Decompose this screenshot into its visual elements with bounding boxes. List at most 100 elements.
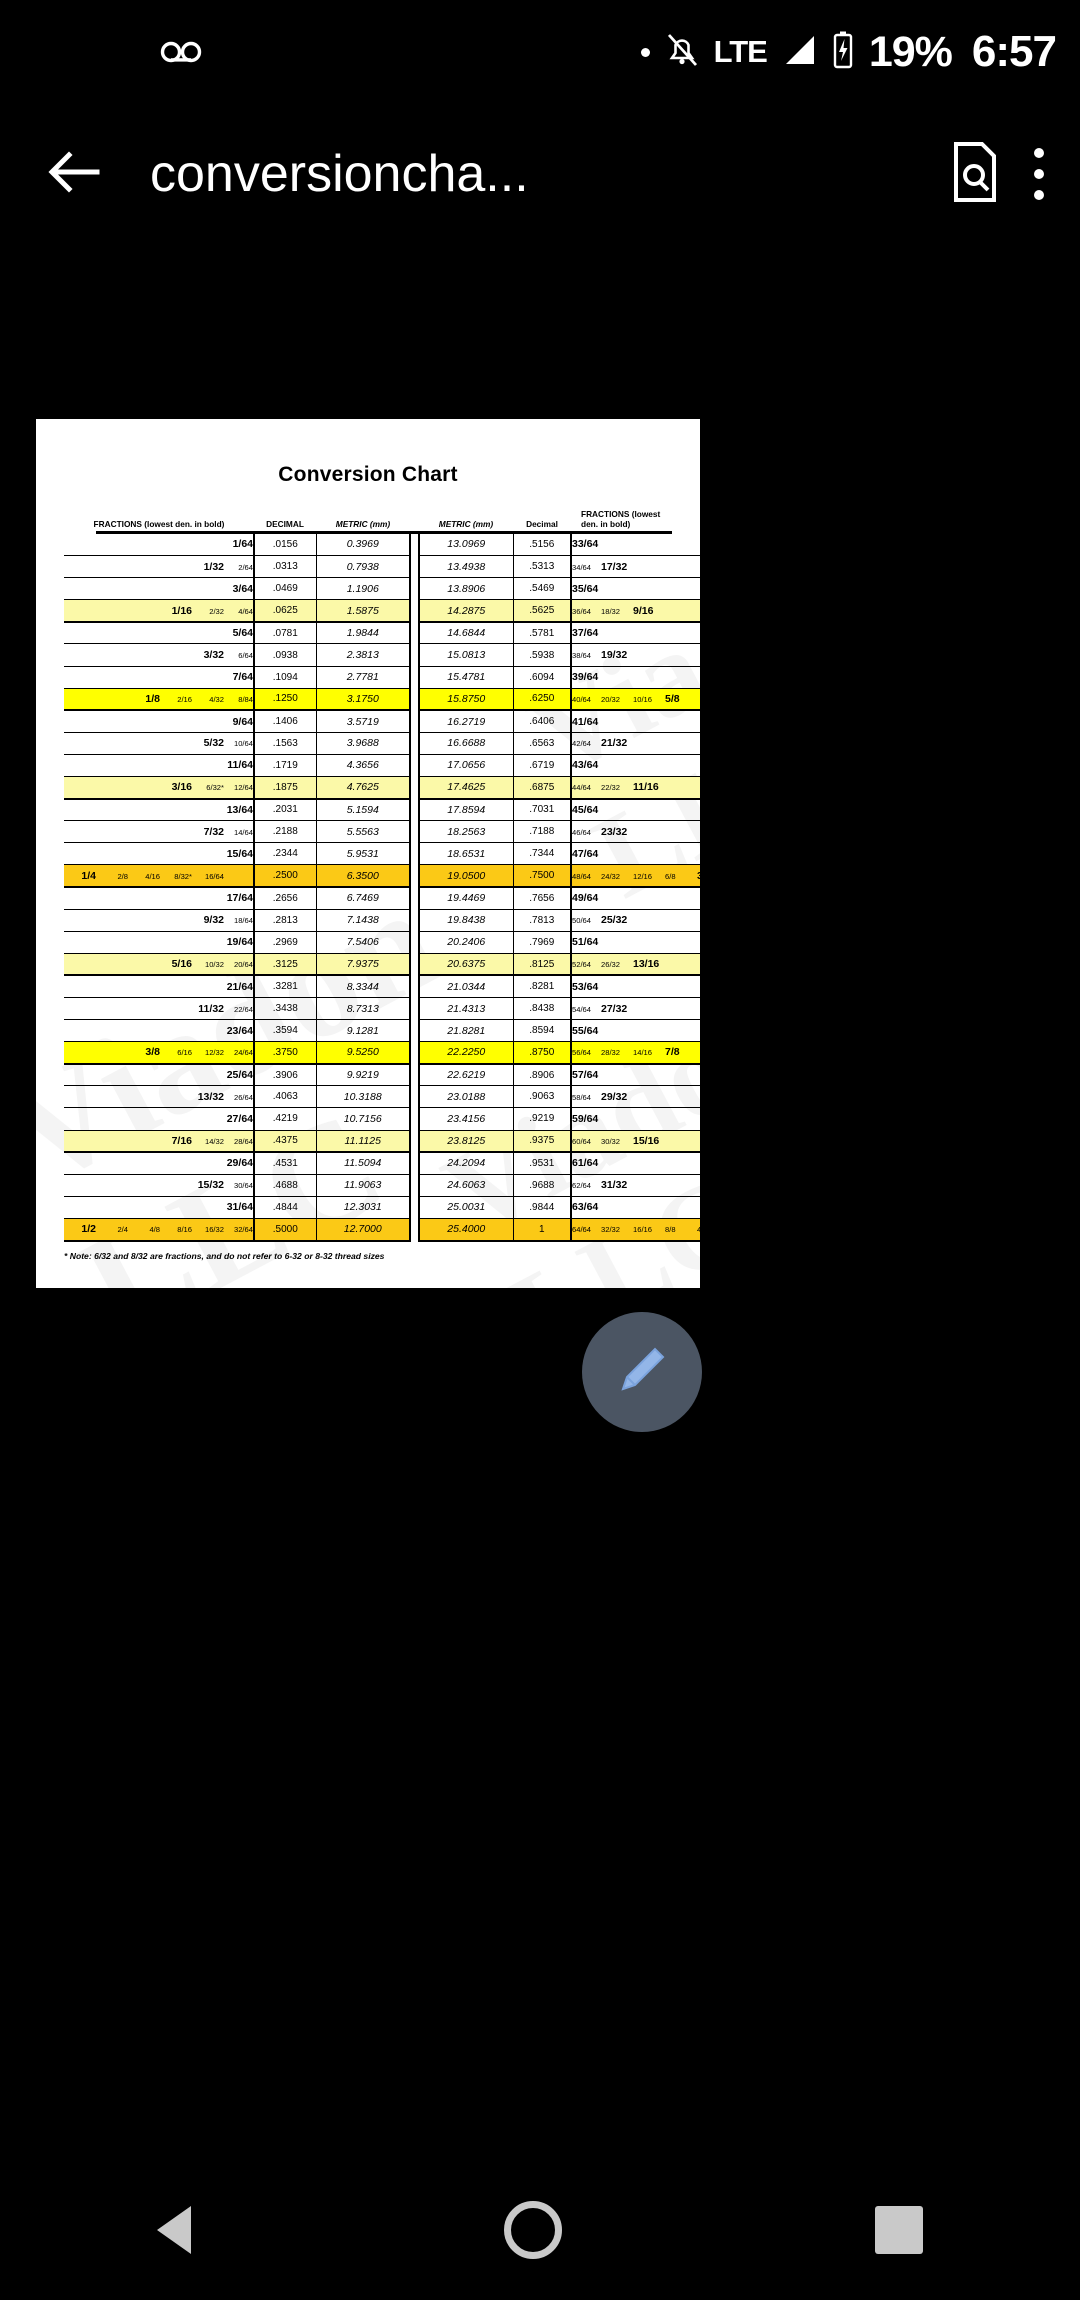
nav-home-circle-icon[interactable] <box>503 2201 562 2259</box>
fraction-cell-left <box>192 931 224 954</box>
fraction-cell-left: 4/16 <box>128 864 160 889</box>
table-row: 3/8 6/16 12/32 24/64.3750 9.5250 22.2250.8750… <box>64 1041 700 1065</box>
fraction-cell-right <box>697 931 700 954</box>
decimal-cell-left: .2969 <box>253 931 317 954</box>
fraction-cell-left: 1/32 <box>192 555 224 579</box>
table-row: 5/64.0781 1.9844 14.6844.5781 37/64 <box>64 621 700 645</box>
edit-fab-button[interactable] <box>582 1312 702 1432</box>
decimal-cell-right: .9531 <box>513 1152 572 1175</box>
fraction-cell-left <box>160 1019 192 1043</box>
decimal-cell-right: .7344 <box>513 842 572 866</box>
metric-cell-left: 2.7781 <box>316 666 411 689</box>
decimal-cell-left: .4531 <box>253 1152 317 1175</box>
fraction-cell-right <box>633 798 665 822</box>
decimal-cell-right: .7500 <box>513 864 572 889</box>
fraction-cell-left <box>96 1196 128 1219</box>
fraction-cell-right <box>633 533 665 557</box>
fraction-cell-right <box>697 997 700 1021</box>
fraction-cell-left: 12/64 <box>224 776 254 800</box>
fraction-cell-left <box>64 776 96 800</box>
fraction-cell-left: 1/64 <box>224 533 254 557</box>
fraction-cell-left <box>160 1085 192 1109</box>
fraction-cell-left <box>128 1174 160 1197</box>
column-spacer <box>410 555 419 578</box>
fraction-cell-left <box>64 953 96 977</box>
metric-cell-left: 4.3656 <box>316 754 411 778</box>
fraction-cell-left <box>192 975 224 998</box>
fraction-cell-right <box>601 1152 633 1175</box>
fraction-cell-right <box>601 1196 633 1219</box>
bell-off-icon <box>664 30 700 75</box>
metric-cell-left: 12.7000 <box>316 1218 411 1242</box>
fraction-cell-right: 53/64 <box>571 975 601 998</box>
fraction-cell-right <box>633 710 665 733</box>
status-bar: LTE 19% 6:57 <box>0 0 1080 104</box>
metric-cell-left: 5.5563 <box>316 820 411 844</box>
metric-cell-left: 8.7313 <box>316 997 411 1021</box>
fraction-cell-left <box>160 643 192 667</box>
fraction-cell-right: 50/64 <box>571 909 601 932</box>
fraction-cell-right <box>697 621 700 645</box>
fraction-cell-right: 33/64 <box>571 533 601 557</box>
fraction-cell-left <box>128 953 160 977</box>
fraction-cell-left <box>192 1107 224 1131</box>
column-spacer <box>410 1218 419 1241</box>
fraction-cell-right <box>697 820 700 844</box>
fraction-cell-left <box>96 776 128 800</box>
conversion-table: 1/64.0156 0.3969 13.0969.5156 33/64 1/32 2/64… <box>64 533 700 1242</box>
table-row: 17/64.2656 6.7469 19.4469.7656 49/64 <box>64 887 700 910</box>
fraction-cell-left <box>64 754 96 778</box>
decimal-cell-left: .2344 <box>253 842 317 866</box>
fraction-cell-left <box>160 1107 192 1131</box>
fraction-cell-left <box>96 666 128 689</box>
footer-copy: Custom converter specializing in: High t… <box>334 1279 672 1289</box>
decimal-cell-right: .8594 <box>513 1019 572 1043</box>
fraction-cell-left: 21/64 <box>224 975 254 998</box>
decimal-cell-right: .6250 <box>513 688 572 712</box>
fraction-cell-left <box>160 577 192 601</box>
more-vertical-icon[interactable] <box>1034 148 1044 200</box>
table-row: 5/32 10/64.1563 3.9688 16.6688.6563 42/64 21/… <box>64 732 700 755</box>
fraction-cell-left <box>192 798 224 822</box>
metric-cell-right: 21.0344 <box>418 975 514 998</box>
fraction-cell-right <box>697 1130 700 1154</box>
column-spacer <box>410 1152 419 1175</box>
fraction-cell-right <box>665 533 697 557</box>
back-button[interactable] <box>20 145 130 204</box>
fraction-cell-right: 11/16 <box>633 776 665 800</box>
fraction-cell-left <box>96 842 128 866</box>
fraction-cell-left <box>160 533 192 557</box>
decimal-cell-right: .9844 <box>513 1196 572 1219</box>
header-decimal-left: DECIMAL <box>266 519 304 529</box>
fraction-cell-right: 60/64 <box>571 1130 601 1154</box>
fraction-cell-left <box>128 1152 160 1175</box>
document-page[interactable]: Viadon LLC Viadon LLC Viadon LLC Convers… <box>36 419 700 1288</box>
fraction-cell-left <box>96 1152 128 1175</box>
fraction-cell-left <box>64 577 96 601</box>
column-spacer <box>410 599 419 622</box>
fraction-cell-left: 22/64 <box>224 997 254 1021</box>
fraction-cell-left <box>96 643 128 667</box>
fraction-cell-right <box>633 887 665 910</box>
fraction-cell-left <box>96 1041 128 1065</box>
fraction-cell-right <box>665 732 697 755</box>
fraction-cell-left <box>64 909 96 932</box>
table-column-headers: FRACTIONS (lowest den. in bold) DECIMAL … <box>64 509 672 531</box>
conversion-table-wrapper: FRACTIONS (lowest den. in bold) DECIMAL … <box>64 509 700 1242</box>
nav-back-triangle-icon[interactable] <box>156 2206 191 2254</box>
fraction-cell-left <box>128 798 160 822</box>
metric-cell-left: 5.9531 <box>316 842 411 866</box>
fraction-cell-right <box>697 754 700 778</box>
fraction-cell-left <box>192 754 224 778</box>
metric-cell-right: 21.8281 <box>418 1019 514 1043</box>
fraction-cell-right <box>665 1019 697 1043</box>
nav-recents-square-icon[interactable] <box>875 2206 924 2254</box>
document-search-icon[interactable] <box>950 141 1000 208</box>
fraction-cell-right <box>665 754 697 778</box>
document-footer: iadon LLC Custom converter specializing … <box>64 1279 672 1289</box>
metric-cell-right: 14.2875 <box>418 599 514 623</box>
decimal-cell-right: .5781 <box>513 621 572 645</box>
fraction-cell-left <box>128 1019 160 1043</box>
fraction-cell-right: 29/32 <box>601 1085 633 1109</box>
fraction-cell-left: 5/32 <box>192 732 224 755</box>
